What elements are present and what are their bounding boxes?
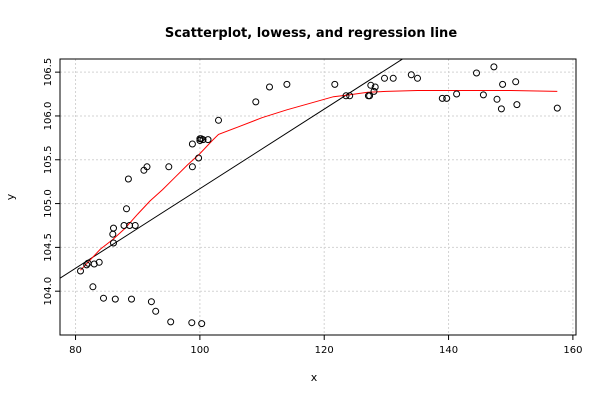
data-point <box>407 71 415 79</box>
data-point <box>128 295 135 303</box>
data-point <box>499 80 507 88</box>
x-tick-label: 120 <box>315 345 334 356</box>
plot-frame <box>59 58 577 336</box>
y-axis-label: y <box>4 193 17 200</box>
y-tick-label: 104.0 <box>43 277 54 306</box>
data-point <box>479 91 487 99</box>
regression-line <box>60 59 404 279</box>
data-point <box>110 239 117 247</box>
data-point <box>553 104 561 112</box>
data-point <box>188 163 196 171</box>
data-point <box>342 92 350 100</box>
data-point <box>371 83 379 91</box>
data-point <box>346 92 354 100</box>
data-point <box>188 140 196 148</box>
data-point <box>89 283 97 291</box>
data-point <box>493 95 501 103</box>
data-point <box>124 175 132 183</box>
data-point <box>370 87 378 95</box>
lowess-curve <box>80 90 558 271</box>
y-tick-label: 106.5 <box>43 58 54 87</box>
x-tick-label: 80 <box>69 345 82 356</box>
data-point <box>147 298 155 306</box>
data-point <box>120 222 128 229</box>
x-tick-label: 100 <box>190 345 209 356</box>
data-point <box>109 230 117 238</box>
data-point <box>131 222 139 229</box>
data-point <box>199 136 207 144</box>
x-axis-label: x <box>311 371 318 384</box>
data-point <box>123 205 130 213</box>
data-point <box>283 80 291 88</box>
x-axis: 80 100 120 140 160 <box>69 335 582 356</box>
data-point <box>266 83 273 91</box>
data-point <box>152 307 160 315</box>
data-point <box>215 116 222 124</box>
data-point <box>252 98 260 106</box>
data-point <box>367 81 375 89</box>
regression-layer <box>60 59 404 279</box>
data-point <box>143 163 151 171</box>
data-point <box>389 74 397 82</box>
y-axis: 104.0 104.5 105.0 105.5 106.0 106.5 <box>43 58 60 306</box>
data-point <box>438 94 446 102</box>
data-point <box>490 63 498 71</box>
x-tick-label: 140 <box>439 345 458 356</box>
data-point <box>366 92 374 100</box>
data-point <box>110 224 117 232</box>
y-tick-label: 105.0 <box>43 189 54 218</box>
chart-title: Scatterplot, lowess, and regression line <box>165 26 457 41</box>
data-point <box>95 258 103 266</box>
y-tick-label: 106.0 <box>43 102 54 131</box>
data-point <box>513 101 521 109</box>
data-point <box>414 74 421 82</box>
data-point <box>331 80 339 88</box>
data-point <box>111 295 119 303</box>
lowess-layer <box>80 90 558 271</box>
points-layer <box>77 63 561 328</box>
data-point <box>204 136 212 144</box>
data-point <box>84 259 92 267</box>
data-point <box>167 318 175 326</box>
grid <box>60 59 576 335</box>
data-point <box>381 74 388 82</box>
data-point <box>77 267 84 275</box>
data-point <box>165 163 173 171</box>
y-tick-label: 104.5 <box>43 233 54 262</box>
data-point <box>473 69 480 77</box>
data-point <box>100 294 107 302</box>
data-point <box>497 105 505 113</box>
data-point <box>188 319 196 327</box>
data-point <box>453 90 461 98</box>
data-point <box>83 261 91 269</box>
y-tick-label: 105.5 <box>43 145 54 174</box>
data-point <box>90 260 98 268</box>
data-point <box>198 320 206 328</box>
data-point <box>443 94 451 102</box>
data-point <box>512 78 520 86</box>
data-point <box>195 154 203 162</box>
x-tick-label: 160 <box>563 345 582 356</box>
